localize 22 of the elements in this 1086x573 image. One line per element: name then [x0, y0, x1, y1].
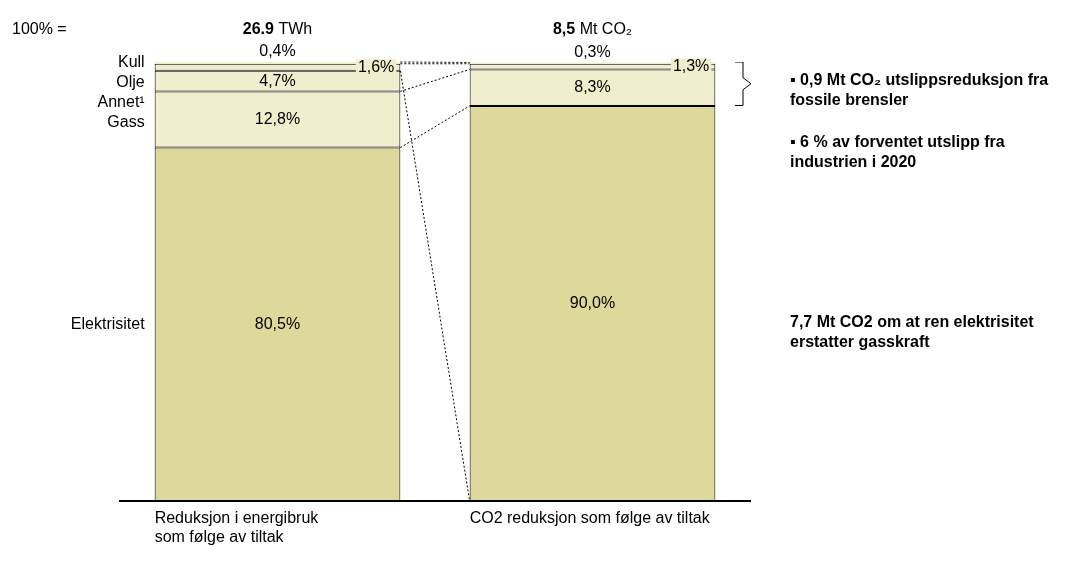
data-label: 12,8% — [254, 109, 301, 127]
series-label: Olje — [116, 73, 145, 91]
text: 7,7 Mt CO2 om at ren elektrisitet erstatter gasskraft — [790, 312, 1035, 353]
text: ▪ 6 % av forventet utslipp fra industrien i 2020 — [790, 132, 1006, 173]
x-tick-label: Reduksjon i energibruk som følge av tiltak — [154, 509, 320, 546]
series-label: Kull — [117, 53, 145, 71]
data-label: 8,3% — [574, 78, 611, 96]
data-label: 90,0% — [569, 293, 616, 311]
text: 8,5 Mt CO₂ — [552, 20, 633, 38]
text: 100% = — [12, 20, 67, 38]
series-label: Elektrisitet — [70, 314, 146, 332]
data-label: 4,7% — [259, 71, 296, 89]
data-label: 0,4% — [259, 42, 296, 60]
data-label: 1,3% — [672, 57, 710, 75]
data-label: 0,3% — [574, 42, 611, 60]
text: 26.9 TWh — [242, 20, 313, 38]
series-label: Gass — [107, 113, 145, 131]
data-label: 1,6% — [357, 57, 395, 75]
data-label: 80,5% — [254, 314, 301, 332]
x-tick-label: CO2 reduksjon som følge av tiltak — [469, 509, 711, 527]
series-label: Annet¹ — [97, 93, 145, 111]
text: ▪ 0,9 Mt CO₂ utslippsreduksjon fra fossile brensler — [790, 70, 1050, 111]
